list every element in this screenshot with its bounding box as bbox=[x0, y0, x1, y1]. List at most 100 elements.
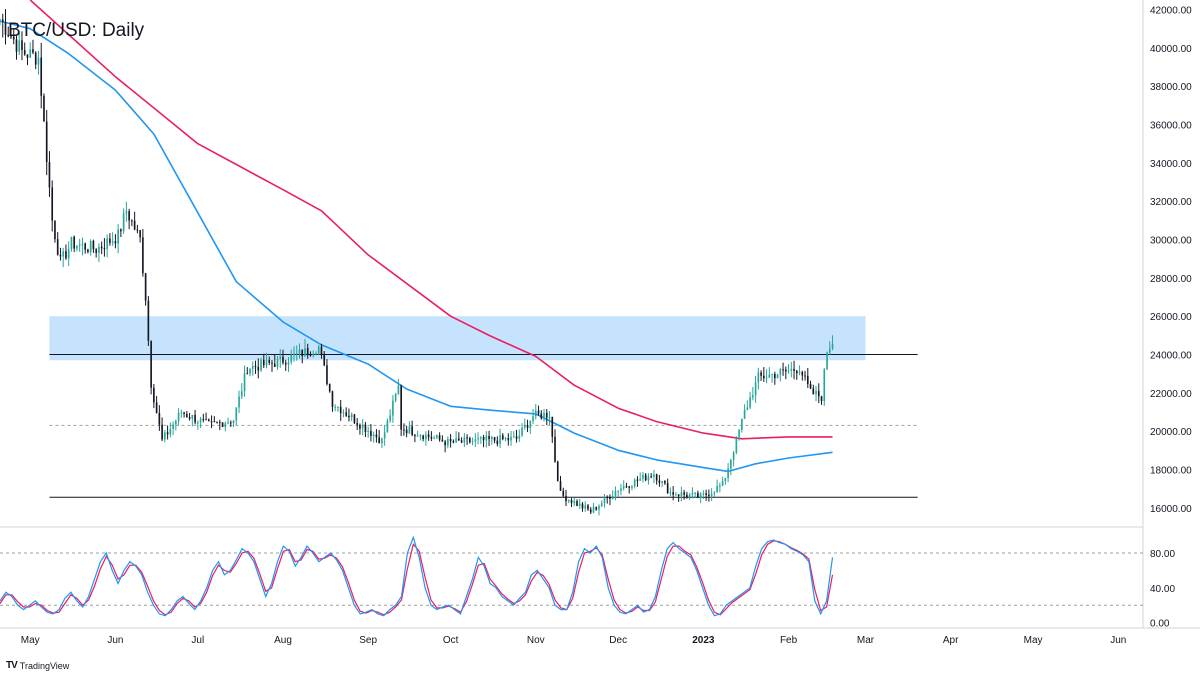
candle-body bbox=[581, 503, 584, 509]
candle-body bbox=[150, 340, 152, 388]
candle-body bbox=[480, 436, 482, 439]
time-axis[interactable]: May Jun Jul Aug Sep Oct Nov Dec 2023 Feb Mar Apr May… bbox=[21, 635, 1127, 646]
candle-body bbox=[768, 374, 771, 378]
candle bbox=[480, 436, 482, 444]
candle-body bbox=[422, 435, 424, 440]
candle-body bbox=[276, 358, 279, 367]
candle bbox=[48, 151, 51, 197]
price-axis[interactable]: 42000.00 40000.00 38000.00 36000.00 34000.00… bbox=[1150, 6, 1192, 515]
candle-body bbox=[21, 40, 23, 51]
candle-body bbox=[273, 363, 276, 367]
candle-body bbox=[760, 372, 762, 376]
candle-body bbox=[469, 438, 471, 443]
stoch-k-line bbox=[0, 535, 834, 617]
candle-body bbox=[147, 300, 150, 341]
candle bbox=[375, 429, 378, 443]
candle bbox=[144, 272, 147, 306]
candle-body bbox=[653, 474, 655, 477]
candle bbox=[282, 349, 284, 365]
candle bbox=[62, 247, 65, 268]
candle-body bbox=[180, 412, 183, 414]
candle-body bbox=[510, 436, 512, 441]
candle-body bbox=[738, 430, 740, 437]
candle-body bbox=[543, 412, 545, 419]
candle-body bbox=[400, 385, 402, 430]
candle-body bbox=[471, 441, 474, 443]
candle-body bbox=[386, 420, 389, 433]
candle-body bbox=[10, 36, 12, 38]
candle-body bbox=[282, 356, 284, 363]
candle bbox=[32, 39, 34, 55]
candle bbox=[257, 358, 260, 379]
candle-body bbox=[345, 412, 348, 416]
candle-body bbox=[743, 409, 746, 419]
candle-body bbox=[603, 497, 606, 504]
candle bbox=[752, 387, 754, 401]
candle bbox=[1, 13, 4, 38]
candle-body bbox=[565, 495, 567, 502]
candle-body bbox=[51, 187, 54, 221]
candle bbox=[551, 416, 554, 443]
candle bbox=[29, 42, 32, 58]
candle bbox=[540, 410, 543, 420]
candle bbox=[735, 436, 738, 455]
candle bbox=[589, 507, 592, 515]
price-pane[interactable] bbox=[0, 0, 918, 516]
candle bbox=[188, 412, 191, 421]
candle bbox=[458, 432, 460, 441]
candle-body bbox=[757, 372, 760, 383]
candle-body bbox=[504, 438, 507, 440]
candle bbox=[433, 435, 435, 440]
candle bbox=[702, 490, 705, 500]
candle-body bbox=[353, 414, 356, 424]
candle-body bbox=[48, 162, 51, 188]
candle bbox=[218, 419, 221, 431]
candle bbox=[666, 478, 669, 494]
candle bbox=[273, 355, 276, 367]
candle bbox=[787, 364, 790, 374]
candle bbox=[227, 417, 229, 425]
candle-body bbox=[458, 438, 460, 441]
candle bbox=[447, 436, 449, 449]
candle-body bbox=[595, 506, 598, 510]
stoch-tick-label: 80.00 bbox=[1150, 549, 1175, 560]
candle bbox=[100, 241, 103, 255]
candle-body bbox=[562, 490, 565, 496]
candle bbox=[661, 480, 663, 487]
candle bbox=[466, 434, 468, 445]
candle-body bbox=[650, 476, 653, 478]
candle-body bbox=[216, 421, 218, 423]
candle bbox=[768, 367, 771, 378]
candle bbox=[795, 369, 798, 380]
candle-body bbox=[229, 422, 232, 424]
candle-body bbox=[790, 369, 793, 371]
candle-body bbox=[831, 344, 834, 349]
candle-body bbox=[691, 492, 694, 495]
candle-body bbox=[381, 438, 383, 444]
candle bbox=[251, 361, 254, 376]
price-tick-label: 18000.00 bbox=[1150, 466, 1192, 477]
candle bbox=[265, 352, 268, 369]
stochastic-pane[interactable] bbox=[0, 535, 1143, 617]
candle-body bbox=[356, 423, 359, 425]
candle bbox=[394, 392, 397, 403]
candle bbox=[287, 356, 290, 372]
tradingview-brand[interactable]: TV TradingView bbox=[6, 660, 69, 671]
price-tick-label: 40000.00 bbox=[1150, 44, 1192, 55]
candle bbox=[405, 425, 408, 438]
candle-body bbox=[268, 360, 271, 363]
candle bbox=[98, 243, 100, 263]
candle-body bbox=[501, 435, 504, 440]
candle bbox=[677, 493, 680, 502]
candle bbox=[392, 395, 394, 423]
candle-body bbox=[628, 486, 631, 488]
candle-body bbox=[631, 486, 633, 488]
candle-body bbox=[298, 349, 301, 354]
time-tick-label: May bbox=[1024, 635, 1043, 646]
candle-body bbox=[647, 476, 650, 481]
candle-body bbox=[534, 410, 537, 417]
candle-body bbox=[773, 373, 776, 379]
candle-body bbox=[251, 365, 254, 369]
candle-body bbox=[414, 434, 416, 436]
